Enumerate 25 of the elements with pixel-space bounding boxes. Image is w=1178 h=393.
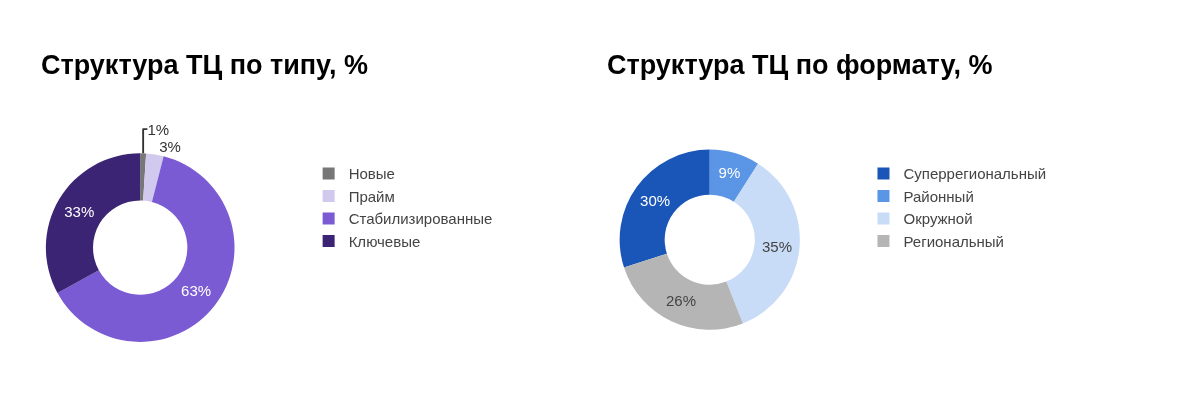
legend-label: Ключевые — [348, 232, 421, 250]
chart-title: Структура ТЦ по типу, % — [41, 50, 369, 80]
legend-label: Окружной — [903, 210, 973, 228]
legend-label: Районный — [903, 187, 974, 205]
donut-slice — [57, 156, 235, 342]
legend-label: Прайм — [348, 187, 395, 205]
donut-slice — [140, 153, 147, 201]
data-label: 33% — [64, 203, 95, 221]
data-label: 26% — [665, 292, 696, 310]
data-label: 3% — [159, 137, 181, 155]
donut-slice — [624, 253, 743, 330]
legend-label: Региональный — [903, 232, 1005, 250]
data-label: 1% — [147, 120, 170, 138]
donut-slice — [143, 153, 164, 202]
donut-slice — [619, 149, 710, 268]
donut-slice — [709, 149, 759, 202]
chart-title: Структура ТЦ по формату, % — [607, 50, 993, 80]
donut-slice — [45, 153, 141, 294]
data-label: 63% — [181, 282, 212, 300]
data-label: 9% — [718, 163, 741, 181]
legend-label: Стабилизированные — [348, 210, 493, 228]
legend-label: Суперрегиональный — [903, 165, 1047, 183]
data-label: 30% — [640, 191, 671, 209]
legend-label: Новые — [348, 165, 395, 183]
data-label: 35% — [762, 237, 793, 255]
